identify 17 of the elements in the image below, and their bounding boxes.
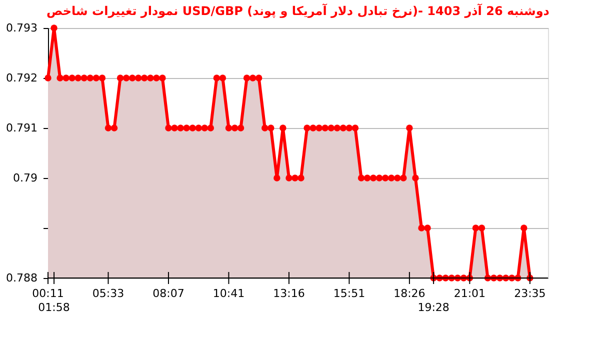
y-tick-label: 0.793 xyxy=(6,22,38,34)
x-tick-label: 15:51 xyxy=(333,287,366,300)
x-tick-label: 08:07 xyxy=(152,287,184,300)
x-tick-label: 18:26 xyxy=(394,287,426,300)
x-tick-label: 23:35 xyxy=(514,287,546,300)
x-tick-label: 10:41 xyxy=(212,287,245,300)
y-tick-label: 0.791 xyxy=(6,122,38,134)
chart-title: نمودار تغییرات شاخص USD/GBP (نرخ تبادل دلار آمریکا و پوند)- دوشنبه 26 آذر 1403 xyxy=(46,3,550,18)
y-tick-label: 0.792 xyxy=(6,72,38,84)
x-tick-label: 13:16 xyxy=(273,287,305,300)
x-tick-label: 19:28 xyxy=(418,301,450,314)
x-tick-label: 05:33 xyxy=(92,287,124,300)
y-tick-label: 0.788 xyxy=(6,272,38,284)
x-tick-label: 01:58 xyxy=(38,301,70,314)
x-tick-label: 00:11 xyxy=(32,287,64,300)
y-tick-label: 0.79 xyxy=(13,172,38,184)
x-tick-label: 21:01 xyxy=(454,287,486,300)
